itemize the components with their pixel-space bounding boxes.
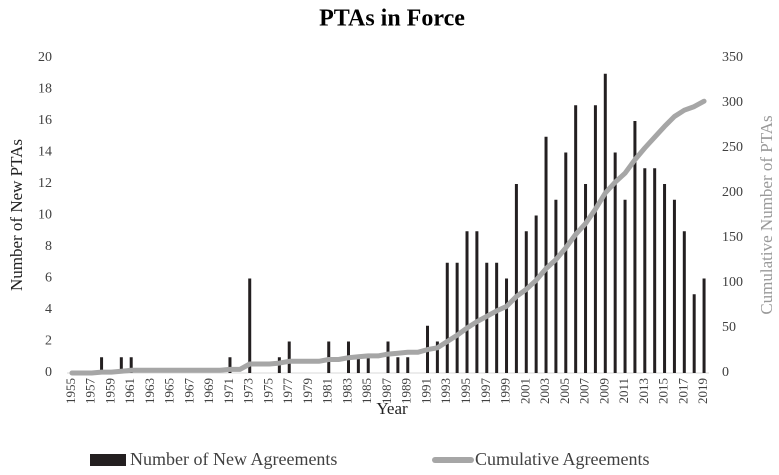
x-tick-label: 1957	[83, 378, 98, 405]
bar	[653, 168, 657, 373]
bar	[702, 278, 706, 373]
bar	[613, 152, 617, 373]
y-tick-label: 8	[45, 239, 52, 254]
y-tick-label: 20	[38, 50, 52, 65]
y-tick-label: 2	[45, 334, 52, 349]
bar	[356, 357, 360, 373]
bar	[228, 357, 232, 373]
bar	[692, 294, 696, 373]
bar	[603, 73, 607, 373]
x-tick-label: 1963	[142, 378, 157, 404]
bar	[248, 278, 252, 373]
bar	[406, 357, 410, 373]
x-tick-label: 1985	[359, 378, 374, 404]
bar	[534, 215, 538, 373]
bar	[593, 105, 597, 373]
bar	[495, 262, 499, 373]
bar	[505, 278, 509, 373]
bar	[119, 357, 123, 373]
chart-title: PTAs in Force	[319, 6, 465, 32]
x-tick-label: 1959	[102, 378, 117, 404]
y-tick-label: 12	[38, 176, 52, 191]
y-tick-label: 18	[38, 82, 52, 97]
bar	[643, 168, 647, 373]
x-tick-label: 1977	[280, 378, 295, 405]
x-tick-label: 2007	[577, 378, 592, 405]
legend-label: Number of New Agreements	[130, 449, 337, 469]
bar	[386, 341, 390, 373]
x-tick-label: 1981	[320, 378, 335, 404]
x-tick-label: 1971	[221, 378, 236, 404]
bar	[544, 136, 548, 373]
bar	[633, 121, 637, 373]
legend-label: Cumulative Agreements	[475, 449, 649, 469]
bar	[445, 262, 449, 373]
x-tick-label: 2003	[537, 378, 552, 404]
x-tick-label: 1997	[478, 378, 493, 405]
bar	[455, 262, 459, 373]
bar	[524, 231, 528, 373]
x-tick-label: 1995	[458, 378, 473, 404]
y-tick-label: 6	[45, 271, 52, 286]
x-tick-label: 1993	[438, 378, 453, 404]
y2-tick-label: 200	[722, 185, 743, 200]
x-tick-label: 2001	[517, 378, 532, 404]
y-tick-label: 10	[38, 208, 52, 223]
y2-tick-label: 50	[722, 320, 736, 335]
bar	[396, 357, 400, 373]
y2-tick-label: 100	[722, 275, 743, 290]
bar	[584, 184, 588, 373]
bar	[100, 357, 104, 373]
bar	[682, 231, 686, 373]
x-tick-label: 1983	[339, 378, 354, 404]
y-tick-label: 4	[45, 302, 52, 317]
y-tick-label: 16	[38, 113, 52, 128]
x-tick-label: 2009	[596, 378, 611, 404]
x-tick-label: 2005	[557, 378, 572, 404]
bar	[465, 231, 469, 373]
y-tick-label: 0	[45, 365, 52, 380]
y-tick-label: 14	[38, 145, 52, 160]
bar	[514, 184, 518, 373]
y2-tick-label: 0	[722, 365, 729, 380]
x-tick-label: 1973	[241, 378, 256, 404]
legend-swatch	[90, 454, 126, 466]
bar	[129, 357, 133, 373]
bar	[663, 184, 667, 373]
x-tick-label: 2015	[656, 378, 671, 404]
x-tick-label: 1991	[418, 378, 433, 404]
x-tick-label: 1999	[498, 378, 513, 404]
x-axis-title: Year	[376, 399, 408, 418]
bar	[554, 199, 558, 373]
y2-tick-label: 150	[722, 230, 743, 245]
x-tick-label: 1989	[399, 378, 414, 404]
x-tick-label: 1965	[162, 378, 177, 404]
x-tick-label: 2017	[675, 378, 690, 405]
bar	[287, 341, 291, 373]
y2-axis-title: Cumulative Number of PTAs	[757, 115, 776, 314]
x-tick-label: 1967	[181, 378, 196, 405]
bar	[574, 105, 578, 373]
x-tick-label: 1961	[122, 378, 137, 404]
x-tick-label: 1955	[63, 378, 78, 404]
y2-tick-label: 250	[722, 140, 743, 155]
x-tick-label: 1975	[260, 378, 275, 404]
bar	[623, 199, 627, 373]
x-tick-label: 2011	[616, 378, 631, 404]
bar	[475, 231, 479, 373]
bar	[564, 152, 568, 373]
y2-tick-label: 350	[722, 50, 743, 65]
x-tick-label: 1969	[201, 378, 216, 404]
cumulative-line	[69, 98, 707, 376]
x-tick-label: 2013	[636, 378, 651, 404]
x-tick-label: 1987	[379, 378, 394, 405]
y-axis-title: Number of New PTAs	[7, 139, 26, 291]
y2-tick-label: 300	[722, 95, 743, 110]
bar	[672, 199, 676, 373]
bar	[435, 341, 439, 373]
x-tick-label: 2019	[695, 378, 710, 404]
bar	[366, 357, 370, 373]
x-tick-label: 1979	[300, 378, 315, 404]
